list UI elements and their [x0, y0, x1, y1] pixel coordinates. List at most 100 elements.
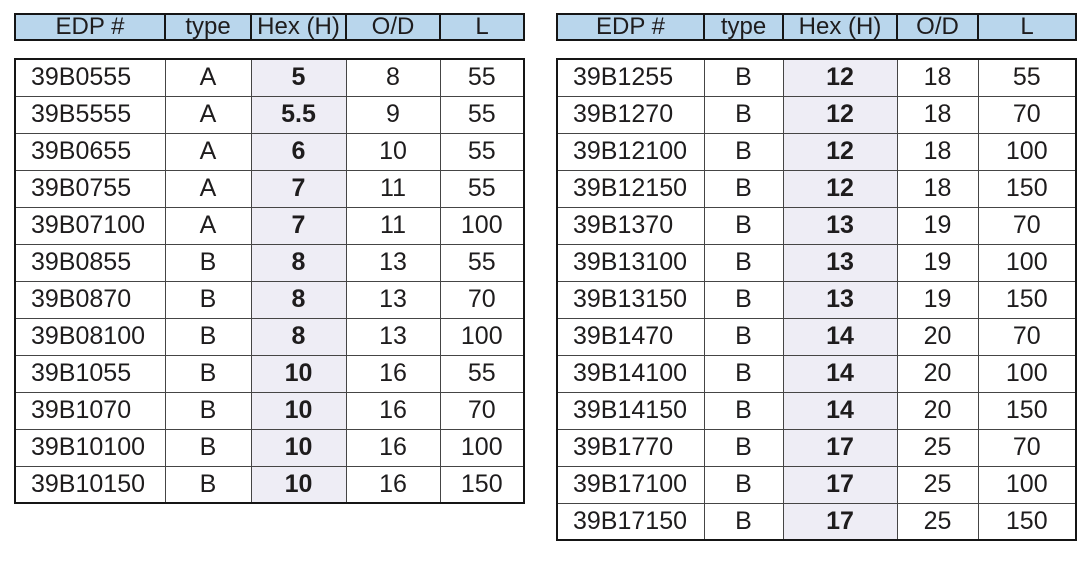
cell-hex: 8: [250, 280, 347, 319]
cell-type: B: [703, 391, 784, 430]
cell-od: 20: [896, 391, 979, 430]
cell-hex: 17: [782, 428, 898, 467]
table-row: 39B08100 B 8 13 100: [14, 317, 525, 356]
cell-type: B: [703, 243, 784, 282]
cell-hex: 10: [250, 428, 347, 467]
table-row: 39B12100 B 12 18 100: [556, 132, 1077, 171]
cell-type: B: [164, 354, 252, 393]
cell-hex: 17: [782, 465, 898, 504]
cell-od: 13: [345, 317, 441, 356]
cell-edp: 39B5555: [14, 95, 166, 134]
cell-hex: 8: [250, 243, 347, 282]
cell-hex: 13: [782, 206, 898, 245]
cell-od: 13: [345, 280, 441, 319]
cell-hex: 12: [782, 58, 898, 97]
cell-l: 100: [439, 206, 525, 245]
table-row: 39B0870 B 8 13 70: [14, 280, 525, 319]
table-row: 39B1055 B 10 16 55: [14, 354, 525, 393]
cell-hex: 10: [250, 391, 347, 430]
cell-l: 150: [439, 465, 525, 504]
cell-edp: 39B1055: [14, 354, 166, 393]
cell-edp: 39B0870: [14, 280, 166, 319]
cell-l: 70: [977, 428, 1077, 467]
cell-edp: 39B08100: [14, 317, 166, 356]
cell-hex: 12: [782, 132, 898, 171]
cell-edp: 39B1470: [556, 317, 705, 356]
column-header-l: L: [439, 13, 525, 41]
cell-od: 16: [345, 354, 441, 393]
table-row: 39B1470 B 14 20 70: [556, 317, 1077, 356]
cell-edp: 39B12150: [556, 169, 705, 208]
cell-hex: 14: [782, 317, 898, 356]
cell-l: 70: [977, 206, 1077, 245]
table-row: 39B1270 B 12 18 70: [556, 95, 1077, 134]
cell-l: 55: [439, 58, 525, 97]
cell-type: B: [164, 243, 252, 282]
cell-hex: 5: [250, 58, 347, 97]
cell-type: B: [703, 354, 784, 393]
cell-edp: 39B10100: [14, 428, 166, 467]
table-row: 39B1770 B 17 25 70: [556, 428, 1077, 467]
cell-edp: 39B17100: [556, 465, 705, 504]
cell-edp: 39B13150: [556, 280, 705, 319]
cell-od: 9: [345, 95, 441, 134]
column-header-type: type: [703, 13, 784, 41]
cell-hex: 14: [782, 354, 898, 393]
cell-hex: 13: [782, 243, 898, 282]
cell-type: B: [164, 428, 252, 467]
cell-type: B: [703, 465, 784, 504]
table-row: 39B0855 B 8 13 55: [14, 243, 525, 282]
cell-l: 55: [439, 169, 525, 208]
cell-type: A: [164, 132, 252, 171]
table-row: 39B14100 B 14 20 100: [556, 354, 1077, 393]
cell-edp: 39B10150: [14, 465, 166, 504]
cell-edp: 39B17150: [556, 502, 705, 541]
cell-od: 20: [896, 354, 979, 393]
cell-edp: 39B0555: [14, 58, 166, 97]
table-row: 39B0655 A 6 10 55: [14, 132, 525, 171]
cell-l: 100: [977, 465, 1077, 504]
cell-type: B: [703, 428, 784, 467]
table-row: 39B17150 B 17 25 150: [556, 502, 1077, 541]
cell-od: 18: [896, 58, 979, 97]
header-row: EDP # type Hex (H) O/D L: [556, 13, 1077, 41]
cell-l: 100: [977, 354, 1077, 393]
cell-od: 11: [345, 169, 441, 208]
cell-l: 100: [977, 243, 1077, 282]
column-header-od: O/D: [896, 13, 979, 41]
table-row: 39B10150 B 10 16 150: [14, 465, 525, 504]
cell-l: 55: [439, 354, 525, 393]
table-row: 39B10100 B 10 16 100: [14, 428, 525, 467]
cell-hex: 8: [250, 317, 347, 356]
cell-hex: 10: [250, 354, 347, 393]
cell-od: 20: [896, 317, 979, 356]
table-row: 39B1370 B 13 19 70: [556, 206, 1077, 245]
table-row: 39B0555 A 5 8 55: [14, 58, 525, 97]
cell-hex: 5.5: [250, 95, 347, 134]
cell-l: 70: [439, 391, 525, 430]
cell-l: 70: [977, 317, 1077, 356]
cell-l: 150: [977, 391, 1077, 430]
cell-od: 25: [896, 428, 979, 467]
cell-type: B: [703, 280, 784, 319]
column-header-hex: Hex (H): [782, 13, 898, 41]
column-header-hex: Hex (H): [250, 13, 347, 41]
cell-type: B: [164, 317, 252, 356]
table-row: 39B07100 A 7 11 100: [14, 206, 525, 245]
cell-type: B: [703, 58, 784, 97]
cell-type: B: [703, 502, 784, 541]
cell-type: B: [164, 465, 252, 504]
column-header-type: type: [164, 13, 252, 41]
cell-hex: 17: [782, 502, 898, 541]
cell-hex: 7: [250, 206, 347, 245]
cell-edp: 39B1270: [556, 95, 705, 134]
cell-edp: 39B0855: [14, 243, 166, 282]
cell-hex: 6: [250, 132, 347, 171]
cell-l: 150: [977, 280, 1077, 319]
cell-od: 19: [896, 243, 979, 282]
cell-od: 25: [896, 465, 979, 504]
table-row: 39B13150 B 13 19 150: [556, 280, 1077, 319]
table-row: 39B17100 B 17 25 100: [556, 465, 1077, 504]
cell-type: A: [164, 169, 252, 208]
